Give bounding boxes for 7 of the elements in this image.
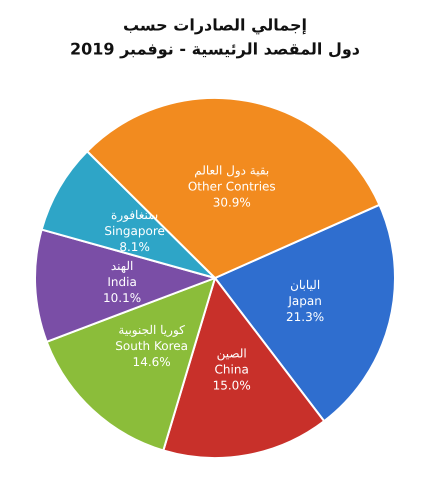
chart-title: إجمالي الصادرات حسب دول المقصد الرئيسية - نوفمبر 2019 xyxy=(70,16,360,58)
data-label: 14.6% xyxy=(132,355,171,370)
data-label: 8.1% xyxy=(119,240,150,254)
data-label: 15.0% xyxy=(212,378,251,392)
data-label: 10.1% xyxy=(103,291,142,306)
data-label: 21.3% xyxy=(286,310,324,324)
data-label: 30.9% xyxy=(212,196,251,210)
